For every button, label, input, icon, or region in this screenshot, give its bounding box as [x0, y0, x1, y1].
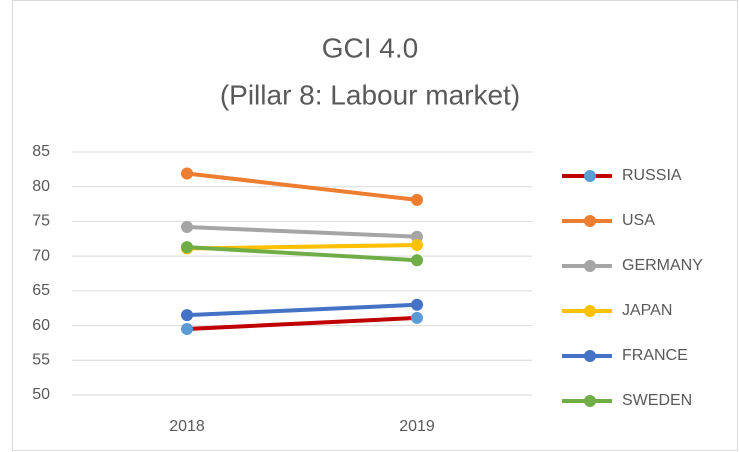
y-tick-label: 55 [32, 352, 50, 369]
y-tick-label: 65 [32, 282, 50, 299]
series-marker [181, 323, 193, 336]
chart-frame [12, 0, 738, 451]
y-tick-label: 60 [32, 317, 50, 334]
legend-label: GERMANY [622, 257, 703, 274]
chart-title: GCI 4.0 [322, 32, 418, 63]
series-marker [411, 254, 423, 267]
y-tick-label: 50 [32, 386, 50, 403]
y-tick-label: 70 [32, 247, 50, 264]
series-marker [181, 167, 193, 180]
legend-marker [584, 215, 596, 227]
x-tick-label: 2018 [169, 418, 205, 435]
chart-subtitle: (Pillar 8: Labour market) [220, 79, 520, 110]
y-tick-label: 80 [32, 178, 50, 195]
x-tick-label: 2019 [399, 418, 435, 435]
series-marker [181, 241, 193, 254]
series-line [185, 302, 419, 318]
legend-label: USA [622, 212, 655, 229]
legend-marker [584, 395, 596, 407]
series-marker [411, 298, 423, 311]
series-line [185, 315, 419, 332]
legend-marker [584, 350, 596, 362]
legend-marker [584, 305, 596, 317]
y-tick-label: 75 [32, 213, 50, 230]
series-line [185, 171, 419, 202]
series-marker [411, 193, 423, 206]
legend-label: RUSSIA [622, 167, 682, 184]
legend-label: FRANCE [622, 347, 688, 364]
legend-marker [584, 260, 596, 272]
series-marker [411, 239, 423, 252]
legend-label: JAPAN [622, 302, 672, 319]
legend-label: SWEDEN [622, 392, 692, 409]
legend-marker [584, 170, 596, 182]
series-marker [181, 309, 193, 322]
series-line [185, 245, 419, 263]
series-line [185, 224, 419, 239]
series-marker [411, 311, 423, 324]
y-tick-label: 85 [32, 143, 50, 160]
series-marker [411, 230, 423, 243]
series-marker [181, 220, 193, 233]
